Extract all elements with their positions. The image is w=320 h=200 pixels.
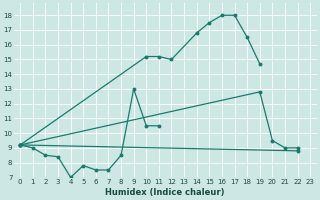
X-axis label: Humidex (Indice chaleur): Humidex (Indice chaleur) xyxy=(106,188,225,197)
